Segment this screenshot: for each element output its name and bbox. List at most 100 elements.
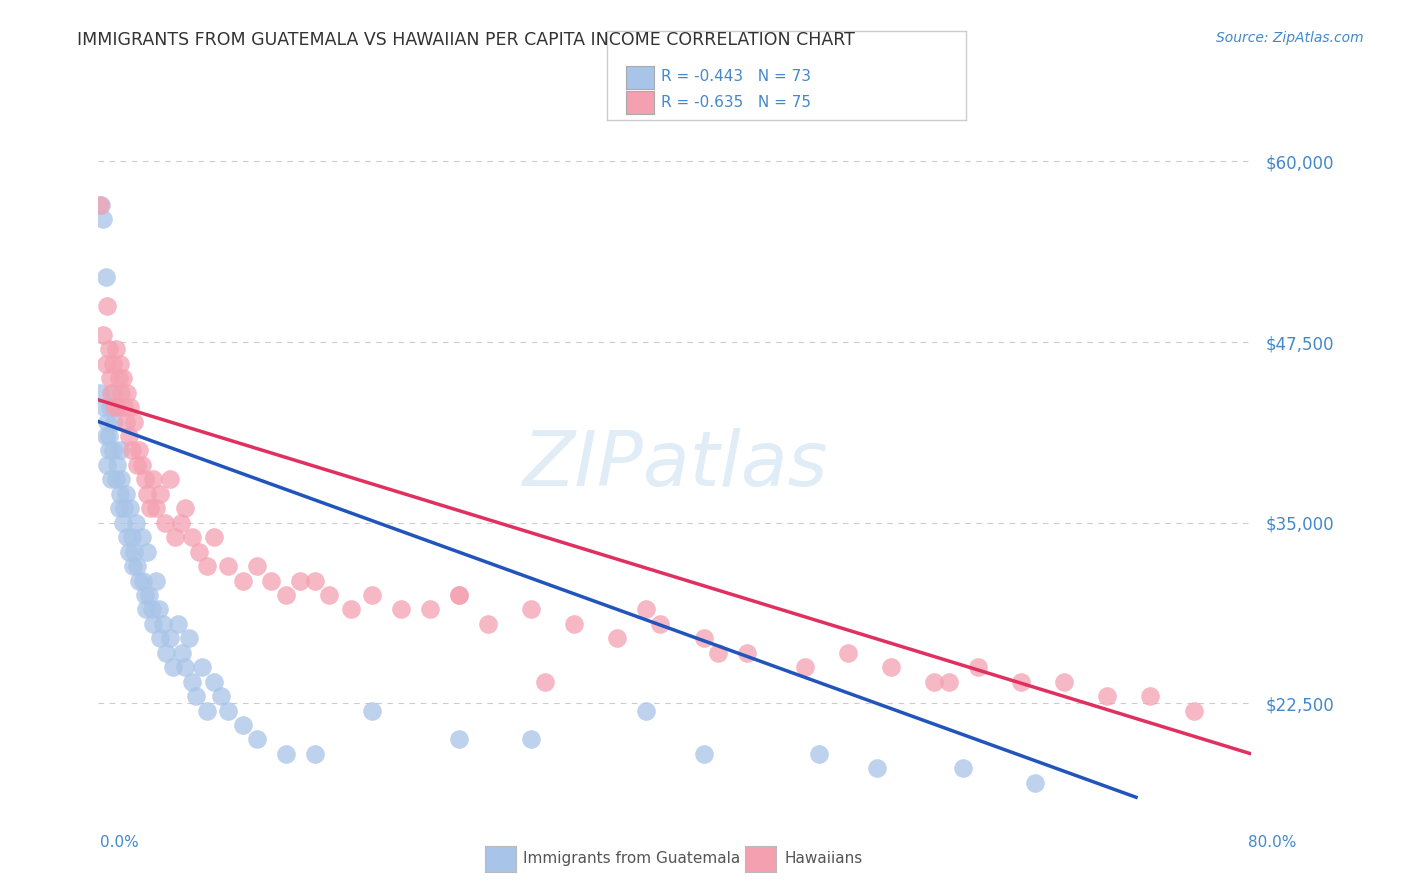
Text: Source: ZipAtlas.com: Source: ZipAtlas.com <box>1216 31 1364 45</box>
Point <box>389 602 412 616</box>
Point <box>96 415 118 429</box>
Point <box>134 588 156 602</box>
Point <box>153 516 176 530</box>
Point <box>318 588 340 602</box>
Point <box>134 472 156 486</box>
Point <box>155 646 177 660</box>
Point <box>1010 674 1032 689</box>
Point <box>96 299 118 313</box>
Text: 80.0%: 80.0% <box>1249 836 1296 850</box>
Point <box>142 616 165 631</box>
Point <box>606 632 628 646</box>
Point <box>127 458 149 472</box>
Point <box>707 646 730 660</box>
Point <box>152 616 174 631</box>
Text: IMMIGRANTS FROM GUATEMALA VS HAWAIIAN PER CAPITA INCOME CORRELATION CHART: IMMIGRANTS FROM GUATEMALA VS HAWAIIAN PE… <box>77 31 855 49</box>
Point <box>138 588 160 602</box>
Point <box>108 487 131 501</box>
Point <box>162 660 184 674</box>
Point <box>91 212 114 227</box>
Point <box>169 516 191 530</box>
Point <box>112 501 135 516</box>
Point <box>181 674 204 689</box>
Text: R = -0.443   N = 73: R = -0.443 N = 73 <box>661 70 811 84</box>
Point <box>808 747 831 761</box>
Point <box>170 646 193 660</box>
Point <box>122 559 145 574</box>
Point <box>118 429 141 443</box>
Point <box>148 602 170 616</box>
Point <box>938 674 960 689</box>
Point <box>96 458 118 472</box>
Point <box>419 602 441 616</box>
Point <box>125 516 148 530</box>
Point <box>231 718 254 732</box>
Point <box>98 400 121 414</box>
Point <box>1182 704 1205 718</box>
Point <box>520 602 543 616</box>
Point <box>304 747 326 761</box>
Point <box>477 616 499 631</box>
Point <box>195 704 218 718</box>
Text: 0.0%: 0.0% <box>100 836 139 850</box>
Point <box>141 602 163 616</box>
Point <box>174 660 197 674</box>
Point <box>231 574 254 588</box>
Point <box>105 458 128 472</box>
Point <box>120 400 142 414</box>
Point <box>693 632 716 646</box>
Point <box>520 732 543 747</box>
Point <box>131 530 153 544</box>
Point <box>94 429 117 443</box>
Point <box>188 544 211 558</box>
Point <box>108 443 131 458</box>
Point <box>866 761 889 775</box>
Point <box>246 732 269 747</box>
Point <box>145 574 167 588</box>
Point <box>131 458 153 472</box>
Point <box>117 530 139 544</box>
Point <box>97 443 120 458</box>
Point <box>104 472 127 486</box>
Point <box>447 732 470 747</box>
Point <box>128 443 150 458</box>
Point <box>339 602 361 616</box>
Point <box>103 400 125 414</box>
Point <box>304 574 326 588</box>
Point <box>880 660 903 674</box>
Point <box>101 443 124 458</box>
Point <box>217 704 239 718</box>
Point <box>89 385 111 400</box>
Point <box>1053 674 1076 689</box>
Point <box>121 530 143 544</box>
Point <box>110 472 132 486</box>
Point <box>1139 689 1161 703</box>
Point <box>135 602 157 616</box>
Point <box>145 501 167 516</box>
Point <box>111 371 134 385</box>
Point <box>100 472 122 486</box>
Point <box>93 400 115 414</box>
Point <box>103 415 125 429</box>
Point <box>174 501 197 516</box>
Point <box>98 371 121 385</box>
Point <box>1024 776 1046 790</box>
Point <box>202 674 225 689</box>
Point <box>112 400 135 414</box>
Point <box>209 689 232 703</box>
Point <box>159 632 181 646</box>
Point <box>650 616 672 631</box>
Point <box>139 501 162 516</box>
Point <box>120 501 142 516</box>
Point <box>142 472 165 486</box>
Point <box>94 270 117 285</box>
Point <box>163 530 186 544</box>
Point <box>149 487 172 501</box>
Point <box>290 574 312 588</box>
Point <box>361 704 384 718</box>
Point <box>117 385 139 400</box>
Point <box>186 689 208 703</box>
Point <box>136 487 159 501</box>
Point <box>361 588 384 602</box>
Point <box>149 632 172 646</box>
